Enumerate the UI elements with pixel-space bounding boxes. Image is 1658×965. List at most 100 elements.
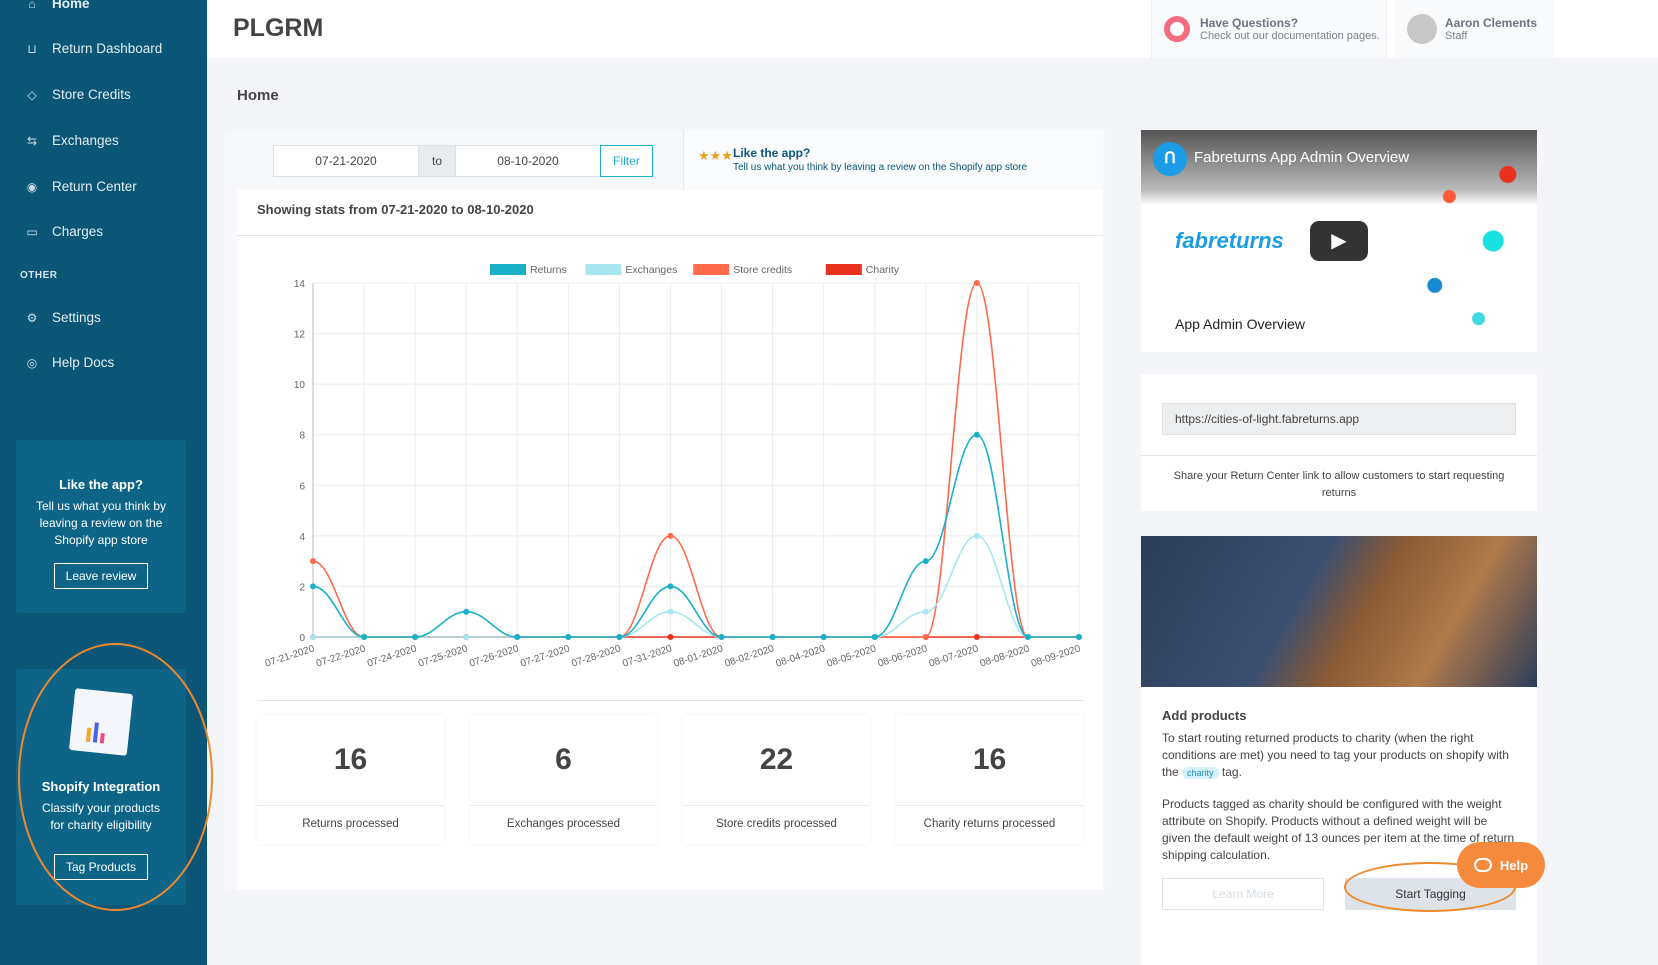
sidebar-section-other: OTHER	[20, 270, 58, 281]
legend-swatch	[490, 264, 526, 275]
data-point	[973, 431, 980, 438]
page-title: Home	[237, 87, 279, 104]
charity-tag-chip: charity	[1182, 767, 1219, 779]
user-menu[interactable]: Aaron Clements Staff	[1395, 0, 1555, 58]
sidebar-item-exchanges[interactable]: ⇆ Exchanges	[24, 133, 119, 148]
data-point	[412, 634, 419, 640]
divider	[257, 700, 1083, 701]
y-tick-label: 4	[299, 532, 305, 543]
legend-swatch	[693, 264, 730, 275]
top-header: PLGRM Have Questions? Check out our docum…	[207, 0, 1658, 58]
y-tick-label: 14	[294, 279, 306, 290]
data-point	[667, 634, 674, 640]
review-banner[interactable]: ★★★ Like the app? Tell us what you think…	[683, 130, 1103, 190]
y-tick-label: 10	[294, 380, 306, 391]
data-point	[769, 634, 776, 640]
x-tick-label: 08-01-2020	[672, 643, 724, 669]
x-tick-label: 08-06-2020	[877, 643, 929, 669]
video-player[interactable]: ᑎ Fabreturns App Admin Overview fabretur…	[1141, 130, 1537, 352]
wallet-icon: ▭	[26, 224, 38, 239]
x-tick-label: 08-04-2020	[775, 643, 827, 669]
x-tick-label: 08-05-2020	[826, 643, 878, 669]
data-point	[922, 608, 929, 615]
legend-swatch	[825, 264, 862, 275]
highlight-circle	[18, 643, 213, 911]
x-tick-label: 07-25-2020	[417, 643, 469, 669]
bag-photo	[1141, 536, 1537, 687]
stat-store-credits: 22 Store credits processed	[683, 715, 870, 844]
to-date-input[interactable]: 08-10-2020	[455, 145, 601, 177]
data-point	[667, 532, 674, 539]
sidebar: ⌂ Home ⊔ Return Dashboard ◇ Store Credits ⇆…	[0, 0, 213, 965]
x-tick-label: 07-22-2020	[315, 643, 367, 669]
lifebuoy-icon	[1164, 16, 1190, 42]
x-tick-label: 07-26-2020	[468, 643, 520, 669]
stars-icon: ★★★	[698, 148, 733, 163]
sidebar-item-help-docs[interactable]: ◎ Help Docs	[24, 355, 115, 370]
data-point	[463, 608, 470, 615]
play-icon[interactable]: ▶	[1310, 221, 1368, 261]
sidebar-item-settings[interactable]: ⚙ Settings	[24, 310, 101, 325]
data-point	[973, 532, 980, 539]
gear-icon: ⚙	[26, 310, 38, 325]
tag-icon: ◇	[27, 87, 37, 102]
x-tick-label: 07-28-2020	[570, 643, 622, 669]
help-button[interactable]: Help	[1457, 842, 1545, 888]
y-tick-label: 12	[294, 330, 306, 341]
x-tick-label: 07-27-2020	[519, 643, 571, 669]
data-point	[667, 583, 674, 590]
decorative-dots	[1391, 130, 1537, 352]
sidebar-item-charges[interactable]: ▭ Charges	[24, 224, 103, 239]
data-point	[361, 634, 368, 640]
arrows-icon: ⇆	[26, 133, 38, 148]
data-point	[616, 634, 623, 640]
stats-heading: Showing stats from 07-21-2020 to 08-10-2…	[237, 190, 1103, 236]
data-point	[1076, 634, 1082, 640]
stat-exchanges: 6 Exchanges processed	[470, 715, 657, 844]
legend-label: Exchanges	[625, 264, 677, 276]
x-tick-label: 08-02-2020	[723, 643, 775, 669]
help-docs-link[interactable]: Have Questions? Check out our documentati…	[1151, 0, 1387, 58]
leave-review-button[interactable]: Leave review	[53, 563, 149, 589]
x-tick-label: 08-08-2020	[979, 643, 1031, 669]
chat-icon	[1473, 858, 1492, 872]
data-point	[922, 558, 929, 565]
data-point	[310, 634, 316, 640]
from-date-input[interactable]: 07-21-2020	[273, 145, 419, 177]
sidebar-item-home[interactable]: ⌂ Home	[24, 0, 89, 11]
data-point	[922, 634, 929, 640]
home-icon: ⌂	[28, 0, 36, 11]
y-tick-label: 2	[299, 582, 305, 593]
filter-button[interactable]: Filter	[600, 145, 653, 177]
to-label: to	[418, 145, 456, 177]
x-tick-label: 08-09-2020	[1030, 643, 1082, 669]
data-point	[973, 634, 980, 640]
data-point	[565, 634, 572, 640]
y-tick-label: 8	[299, 431, 305, 442]
x-tick-label: 08-07-2020	[928, 643, 980, 669]
legend-label: Charity	[866, 264, 900, 276]
return-center-card: https://cities-of-light.fabreturns.app S…	[1141, 374, 1537, 511]
app-logo: PLGRM	[233, 14, 324, 42]
legend-label: Store credits	[733, 264, 792, 276]
data-point	[463, 634, 470, 640]
x-tick-label: 07-24-2020	[366, 643, 418, 669]
lifebuoy-icon: ◎	[26, 355, 38, 370]
review-card: Like the app? Tell us what you think by …	[16, 440, 186, 613]
sidebar-item-return-center[interactable]: ◉ Return Center	[24, 179, 137, 194]
x-tick-label: 07-31-2020	[621, 643, 673, 669]
data-point	[667, 608, 674, 615]
stat-charity: 16 Charity returns processed	[896, 715, 1083, 844]
sidebar-item-return-dashboard[interactable]: ⊔ Return Dashboard	[24, 41, 162, 56]
eye-icon: ◉	[26, 179, 38, 194]
legend-swatch	[585, 264, 622, 275]
data-point	[973, 280, 980, 286]
legend-label: Returns	[530, 264, 567, 276]
avatar	[1407, 14, 1437, 44]
data-point	[718, 634, 725, 640]
learn-more-button[interactable]: Learn More	[1162, 878, 1324, 910]
return-center-url-input[interactable]: https://cities-of-light.fabreturns.app	[1162, 403, 1516, 435]
y-tick-label: 0	[299, 633, 305, 644]
sidebar-item-store-credits[interactable]: ◇ Store Credits	[24, 87, 130, 102]
line-chart: 0 2 4 6 8 10 12 14 07-21-2020 07-22-2020 07-24-202…	[264, 264, 1082, 670]
